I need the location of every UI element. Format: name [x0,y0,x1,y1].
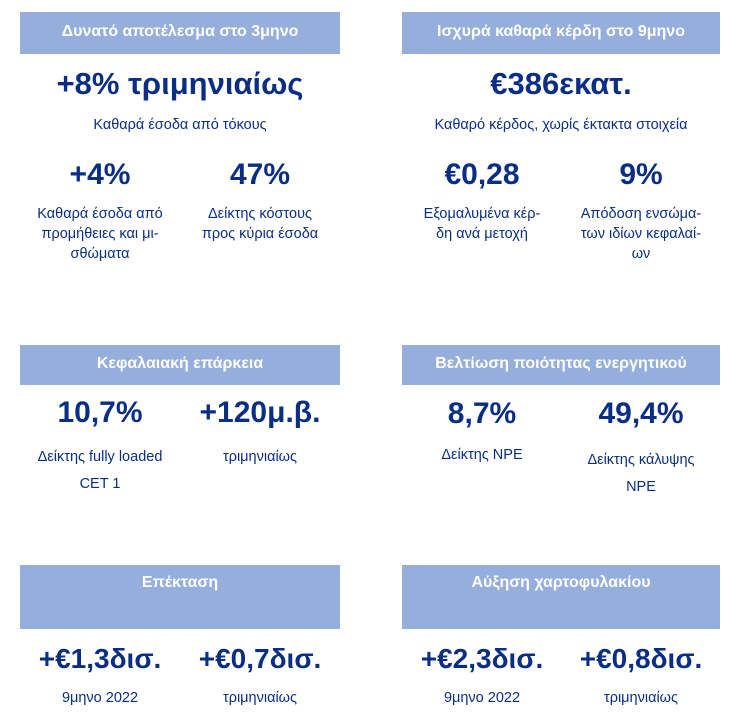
metric-label: Καθαρά έσοδα από προμήθειες και μι-σθώματ… [37,206,163,262]
metric-label: Δείκτης κόστους προς κύρια έσοδα [201,206,319,242]
main-metric-value: €386εκατ. [490,66,632,101]
metric-value: 9% [619,158,663,191]
metric-value: 10,7% [57,396,143,429]
metric-label: Εξομαλυμένα κέρ-δη ανά μετοχή [423,206,541,242]
metric-value: +120μ.β. [199,396,321,429]
panel-header: Επέκταση [20,565,340,629]
metric-value: €0,28 [444,158,520,191]
metric-label: Δείκτης NPE [441,447,523,463]
metric-label: Δείκτης fully loaded CET 1 [37,449,163,492]
panel-header: Ισχυρά καθαρά κέρδη στο 9μηνο [402,12,720,54]
metric-label: τριμηνιαίως [222,449,297,465]
panel-header: Κεφαλαιακή επάρκεια [20,345,340,385]
metric-value: 49,4% [598,397,684,430]
metric-value: 47% [229,158,291,191]
metric-value: +4% [69,158,131,191]
panel-header: Δυνατό αποτέλεσμα στο 3μηνο [20,12,340,54]
metric-label: τριμηνιαίως [603,690,678,706]
panel-header: Βελτίωση ποιότητας ενεργητικού [402,345,720,385]
main-metric-label: Καθαρό κέρδος, χωρίς έκτακτα στοιχεία [434,117,688,133]
metric-value: 8,7% [447,397,517,430]
metric-label: τριμηνιαίως [222,690,297,706]
metric-label: 9μηνο 2022 [443,690,521,706]
metric-value: +€2,3δισ. [420,643,544,674]
metric-value: +€0,7δισ. [198,643,322,674]
main-metric-label: Καθαρά έσοδα από τόκους [93,117,267,133]
metric-label: Δείκτης κάλυψης NPE [587,452,695,495]
metric-label: 9μηνο 2022 [61,690,139,706]
panel-header: Αύξηση χαρτοφυλακίου [402,565,720,629]
metric-value: +€0,8δισ. [579,643,703,674]
main-metric-value: +8% τριμηνιαίως [56,66,304,101]
metric-label: Απόδοση ενσώμα-των ιδίων κεφαλαί-ων [580,206,702,262]
metric-value: +€1,3δισ. [38,643,162,674]
